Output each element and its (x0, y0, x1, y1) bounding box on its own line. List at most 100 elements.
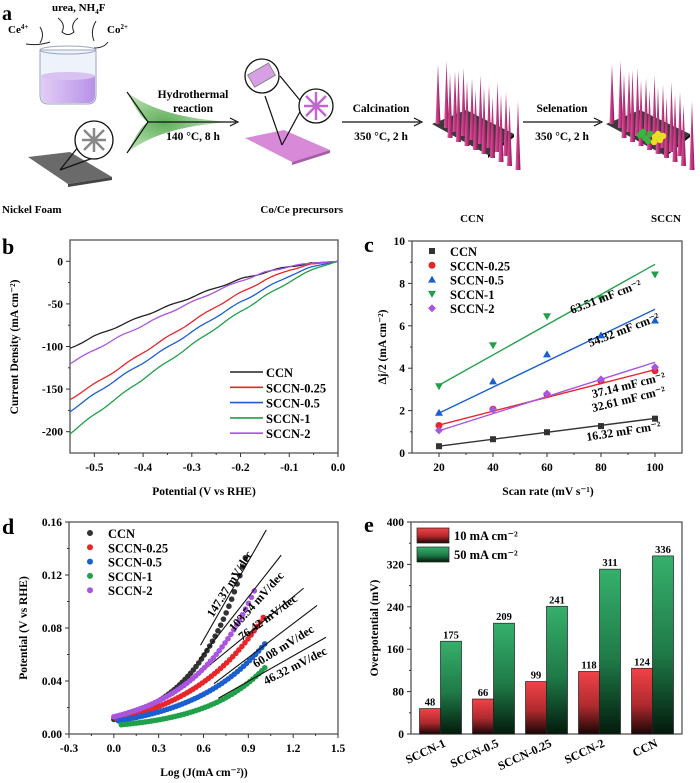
x-tick-label: 0.3 (151, 743, 166, 755)
legend-marker (87, 587, 93, 594)
data-point (228, 631, 234, 638)
x-tick-label: 40 (487, 462, 499, 474)
panel-label-d: d (2, 514, 14, 539)
series-line-sccn-0.5 (69, 260, 339, 413)
series-line-sccn-0.25 (69, 260, 339, 401)
data-point (231, 626, 237, 633)
data-point (220, 616, 227, 622)
legend-label: SCCN-0.5 (450, 274, 504, 288)
data-point (544, 429, 550, 436)
legend-marker (87, 558, 93, 565)
y-axis-label-b: Current Density (mA cm⁻²) (9, 279, 21, 414)
nanoneedle (635, 68, 640, 136)
data-point (228, 596, 235, 603)
x-tick-label: 1.5 (331, 743, 346, 755)
reagent-urea: urea, NH4F (52, 2, 106, 16)
data-point (489, 405, 497, 414)
beaker-icon (39, 45, 97, 105)
x-tick-label: 0.0 (107, 743, 122, 755)
data-point (257, 619, 264, 625)
y-axis-label-d: Potential (V vs RHE) (18, 576, 30, 680)
nanoneedle (473, 90, 478, 150)
y-tick-label: 2 (399, 406, 405, 418)
nanoneedle (447, 73, 453, 138)
nanoneedle (481, 87, 487, 154)
data-point (543, 350, 551, 358)
nanoneedle (469, 78, 475, 140)
nanoneedle (452, 71, 458, 132)
y-tick-label: 0.08 (42, 623, 62, 635)
bar-value-label: 48 (425, 698, 436, 709)
legend-label: CCN (450, 245, 477, 259)
nanoneedle (486, 85, 492, 148)
data-point (242, 639, 248, 646)
x-tick-label: -0.1 (280, 462, 298, 474)
bar-value-label: 124 (634, 657, 651, 668)
data-point (261, 664, 268, 671)
panel-d-tafel-chart: d 0.00 0.04 0.08 0.12 0.16 -0.3 0.0 0.3 0.6 0.9 1.… (2, 514, 345, 779)
se-cluster-yellow (650, 138, 658, 146)
data-point (195, 660, 202, 666)
nanoneedle (444, 61, 449, 128)
legend-label: SCCN-1 (266, 412, 310, 426)
nanoneedle (461, 68, 466, 136)
data-point (260, 614, 267, 621)
nanoneedle (507, 104, 512, 166)
bar-50ma (546, 605, 568, 735)
series-line-sccn-1 (69, 260, 339, 435)
x-axis-label-c: Scan rate (mV s⁻¹) (502, 486, 594, 498)
legend-marker (428, 261, 436, 269)
y-tick-label: 0 (57, 256, 63, 268)
legend-label: CCN (266, 366, 293, 380)
y-tick-label: -200 (42, 427, 63, 439)
nanoneedle (626, 71, 632, 132)
data-point (261, 641, 268, 647)
panel-label-a: a (2, 3, 12, 25)
nanoneedle (495, 82, 500, 152)
y-tick-label: -50 (48, 299, 64, 311)
data-point (245, 636, 251, 642)
step2-name: Calcination (353, 103, 410, 115)
data-point (219, 644, 225, 650)
bar-50ma (440, 640, 462, 735)
x-tick-label: 100 (646, 462, 664, 474)
data-point (489, 342, 497, 350)
y-tick-label: 400 (387, 517, 405, 529)
bar-10ma (525, 681, 547, 735)
nanoneedle (677, 92, 683, 156)
nanoneedle (618, 61, 623, 128)
bar-value-label: 175 (443, 630, 459, 641)
legend-label: SCCN-0.25 (266, 381, 326, 395)
x-tick-label: 20 (433, 462, 445, 474)
nanoneedle (652, 75, 657, 144)
nanoneedle (621, 73, 627, 138)
bar-50ma (652, 555, 674, 735)
step2-condition: 350 °C, 2 h (354, 131, 408, 143)
legend-label: SCCN-0.25 (108, 541, 168, 555)
legend-swatch (416, 527, 450, 544)
data-point (217, 622, 224, 628)
y-tick-label: 240 (387, 602, 405, 614)
legend-label: SCCN-2 (266, 427, 310, 441)
x-tick-label: -0.4 (134, 462, 152, 474)
x-tick-label: 60 (541, 462, 553, 474)
series-line-sccn-2 (69, 260, 339, 365)
panel-b-lsv-chart: b 0 -50 -100 -150 -200 -0.5 -0.4 -0.3 -0.2 -0.1 0.… (2, 234, 345, 498)
bar-value-label: 66 (478, 688, 489, 699)
y-tick-label: 320 (387, 559, 405, 571)
step3-name: Selenation (536, 103, 588, 115)
x-axis-label-b: Potential (V vs RHE) (152, 486, 256, 498)
legend-label: SCCN-0.5 (108, 556, 162, 570)
y-tick-label: 0.12 (42, 570, 62, 582)
nanoneedle (515, 101, 521, 170)
nanoneedle (464, 80, 470, 146)
bar-value-label: 336 (655, 545, 671, 556)
x-tick-label: -0.5 (85, 462, 103, 474)
panel-label-c: c (364, 232, 374, 257)
panel-label-e: e (364, 512, 374, 537)
reagent-ce: Ce4+ (8, 23, 28, 36)
bar-50ma (599, 568, 621, 735)
legend-label: SCCN-2 (108, 584, 152, 598)
data-point (225, 635, 231, 642)
data-point (490, 436, 496, 443)
